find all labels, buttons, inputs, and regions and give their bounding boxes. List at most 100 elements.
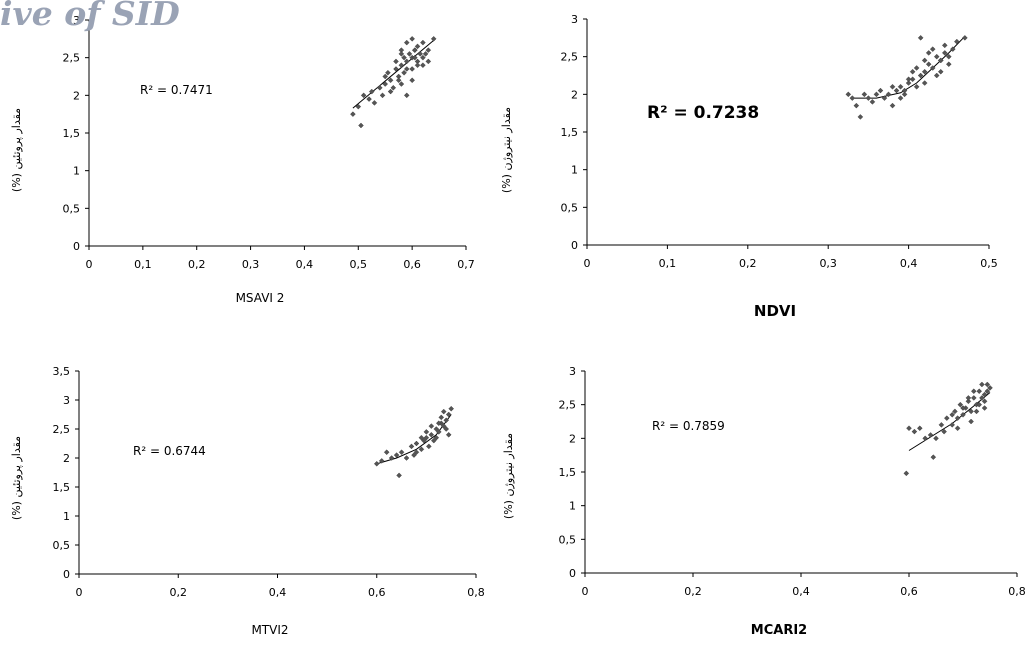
x-tick-label: 0 <box>582 585 589 598</box>
x-tick-label: 0,4 <box>900 257 918 270</box>
y-tick-label: 0,5 <box>53 539 71 552</box>
data-point <box>971 388 977 394</box>
data-point <box>448 405 454 412</box>
data-point <box>906 425 912 432</box>
data-point <box>944 415 950 421</box>
r2-annotation: R² = 0.7471 <box>140 83 213 97</box>
data-point <box>933 72 940 79</box>
data-point <box>881 95 888 101</box>
y-axis-label: مقدار نیتروژن (%) <box>500 107 513 193</box>
y-tick-label: 1,5 <box>559 466 577 479</box>
data-point <box>960 405 966 411</box>
data-point <box>930 454 937 460</box>
y-tick-label: 1,5 <box>63 127 81 140</box>
data-point <box>423 429 430 435</box>
data-point <box>950 46 956 52</box>
data-point <box>379 92 386 99</box>
data-point <box>984 381 991 388</box>
y-tick-label: 0,5 <box>559 533 577 546</box>
data-point <box>976 401 982 408</box>
data-point <box>412 47 418 53</box>
y-tick-label: 1,5 <box>53 481 71 494</box>
data-point <box>425 47 432 53</box>
r2-annotation: R² = 0.7859 <box>652 419 725 433</box>
x-tick-label: 0,2 <box>188 258 206 271</box>
y-tick-label: 2 <box>571 88 578 101</box>
data-point <box>962 35 968 41</box>
data-point <box>987 385 993 391</box>
trend-line <box>352 39 435 109</box>
data-point <box>927 432 934 438</box>
y-tick-label: 0,5 <box>63 202 81 215</box>
data-point <box>954 425 961 432</box>
data-point <box>901 87 908 94</box>
data-point <box>383 449 390 455</box>
data-point <box>954 38 960 45</box>
data-point <box>420 54 426 61</box>
data-point <box>933 53 940 60</box>
data-point <box>981 391 988 398</box>
x-tick-label: 0,2 <box>684 585 702 598</box>
data-point <box>921 57 928 64</box>
y-tick-label: 3 <box>569 365 576 378</box>
data-point <box>921 80 928 86</box>
data-point <box>925 61 932 67</box>
data-point <box>929 65 936 71</box>
y-axis-label: مقدار نیتروژن (%) <box>502 433 515 519</box>
x-tick-label: 0,1 <box>659 257 677 270</box>
data-point <box>897 84 904 90</box>
data-point <box>417 51 424 57</box>
data-point <box>443 426 450 432</box>
y-tick-label: 2,5 <box>561 51 579 64</box>
data-point <box>941 428 947 435</box>
data-point <box>937 57 944 64</box>
y-tick-label: 1 <box>63 510 70 523</box>
data-point <box>428 423 435 429</box>
data-point <box>423 434 430 441</box>
data-point <box>933 435 939 442</box>
data-point <box>438 414 445 421</box>
data-point <box>949 422 955 428</box>
data-point <box>414 43 421 50</box>
data-point <box>973 408 980 415</box>
data-point <box>917 72 924 79</box>
data-point <box>433 426 440 432</box>
data-point <box>857 114 864 120</box>
y-tick-label: 0,5 <box>561 201 579 214</box>
data-point <box>358 122 364 129</box>
data-point <box>873 91 880 98</box>
data-point <box>430 36 437 42</box>
data-point <box>938 422 945 428</box>
x-tick-label: 0 <box>86 258 93 271</box>
data-point <box>395 77 402 84</box>
watermark-text: ive of SID <box>0 0 180 33</box>
y-tick-label: 0 <box>569 567 576 580</box>
y-tick-label: 3 <box>571 13 578 26</box>
data-point <box>885 91 892 98</box>
data-point <box>420 39 426 46</box>
x-tick-label: 0 <box>76 586 83 599</box>
y-tick-label: 2,5 <box>63 52 81 65</box>
data-point <box>897 95 904 101</box>
data-point <box>929 46 936 52</box>
data-point <box>849 95 856 101</box>
data-point <box>428 432 435 438</box>
data-point <box>409 36 415 42</box>
data-point <box>398 62 405 68</box>
data-point <box>418 446 425 453</box>
data-point <box>378 458 385 464</box>
r2-annotation: R² = 0.6744 <box>133 444 206 458</box>
data-point <box>440 423 447 429</box>
data-point <box>398 81 405 87</box>
data-point <box>889 84 896 90</box>
data-point <box>925 50 932 56</box>
data-point <box>403 455 410 461</box>
y-tick-label: 3 <box>63 394 70 407</box>
data-point <box>414 62 421 68</box>
data-point <box>952 408 958 415</box>
x-axis-label: NDVI <box>754 302 796 320</box>
x-axis-label: MSAVI 2 <box>236 291 285 305</box>
data-point <box>408 443 415 450</box>
x-tick-label: 0,6 <box>368 586 386 599</box>
data-point <box>949 411 955 418</box>
